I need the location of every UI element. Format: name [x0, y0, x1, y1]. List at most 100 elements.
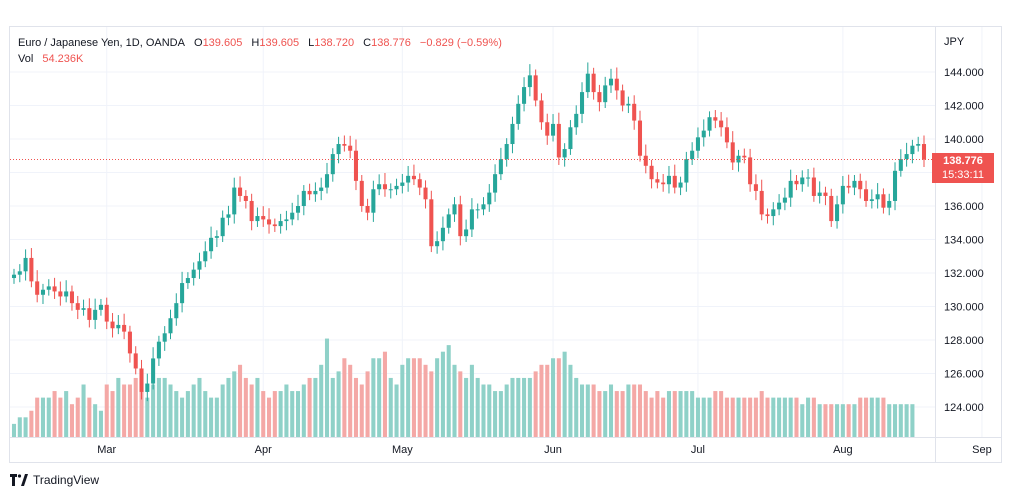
volume-bar	[840, 404, 845, 437]
volume-bar	[35, 397, 40, 437]
candle-body	[35, 281, 40, 295]
candle-body	[475, 209, 480, 211]
volume-bar	[458, 371, 463, 437]
price-tick-label: 126.000	[944, 369, 984, 381]
candle-body	[811, 177, 816, 196]
volume-bar	[742, 397, 747, 437]
brand-name: TradingView	[33, 473, 100, 487]
candle-body	[359, 180, 364, 206]
volume-bar	[440, 351, 445, 437]
candle-body	[388, 189, 393, 191]
candle-body	[846, 185, 851, 188]
volume-bar	[46, 397, 51, 437]
candle-body	[678, 182, 683, 188]
volume-bar	[730, 397, 735, 437]
candle-body	[649, 165, 654, 180]
volume-bar	[545, 364, 550, 437]
time-tick-label: Jun	[544, 444, 562, 456]
volume-bar	[701, 397, 706, 437]
volume-bar	[585, 384, 590, 437]
volume-bar	[475, 377, 480, 437]
volume-label[interactable]: Vol	[18, 53, 34, 65]
volume-bar	[156, 377, 161, 437]
candle-body	[64, 291, 69, 297]
volume-bar	[469, 364, 474, 437]
candle-body	[162, 333, 167, 342]
volume-bar	[267, 397, 272, 437]
volume-bar	[504, 384, 509, 437]
tradingview-brand[interactable]: TradingView	[10, 473, 99, 487]
volume-bar	[446, 345, 451, 437]
candle-body	[527, 75, 532, 88]
high-label: H	[251, 37, 260, 49]
volume-bar	[748, 397, 753, 437]
volume-bar	[220, 384, 225, 437]
volume-bar	[342, 358, 347, 437]
candle-body	[191, 269, 196, 279]
time-tick-label: Mar	[97, 444, 116, 456]
volume-bar	[249, 384, 254, 437]
symbol-description[interactable]: Euro / Japanese Yen, 1D, OANDA	[18, 37, 185, 49]
candle-body	[261, 216, 266, 220]
volume-bar	[336, 371, 341, 437]
volume-bar	[817, 404, 822, 437]
volume-bar	[632, 384, 637, 437]
candle-body	[742, 155, 747, 158]
candle-body	[551, 123, 556, 136]
candle-body	[174, 303, 179, 319]
candle-body	[464, 229, 469, 237]
last-price-tag: 138.776 15:33:11	[932, 153, 994, 183]
volume-bar	[736, 397, 741, 437]
candle-body	[713, 117, 718, 121]
candle-body	[794, 180, 799, 185]
volume-bar	[238, 364, 243, 437]
candle-body	[243, 195, 248, 201]
volume-value: 54.236K	[42, 53, 84, 65]
candle-body	[829, 195, 834, 222]
candle-body	[748, 157, 753, 185]
volume-bar	[661, 397, 666, 437]
candle-body	[139, 368, 144, 392]
candle-body	[765, 214, 770, 217]
volume-bar	[98, 410, 103, 437]
time-tick-label: Apr	[255, 444, 272, 456]
volume-bar	[348, 364, 353, 437]
volume-bar	[104, 384, 109, 437]
volume-bar	[307, 377, 312, 437]
candle-body	[284, 219, 289, 222]
candle-body	[226, 214, 231, 218]
volume-bar	[800, 404, 805, 437]
candle-body	[684, 159, 689, 183]
price-tick-label: 128.000	[944, 335, 984, 347]
volume-bar	[417, 358, 422, 437]
price-axis[interactable]: 144.000142.000140.000138.000136.000134.0…	[944, 67, 984, 414]
volume-bar	[759, 391, 764, 437]
volume-bar	[464, 377, 469, 437]
candle-body	[353, 150, 359, 181]
candle-body	[835, 204, 840, 222]
candle-body	[887, 200, 892, 208]
time-axis[interactable]: Mar Apr May Jun Jul Aug Sep	[97, 444, 991, 456]
currency-label: JPY	[944, 36, 965, 48]
volume-bar	[301, 384, 306, 437]
volume-bar	[272, 391, 277, 437]
candle-body	[330, 154, 335, 175]
volume-bar	[835, 404, 840, 437]
candle-body	[249, 200, 254, 222]
chart-frame	[9, 26, 1002, 463]
volume-bar	[295, 391, 301, 437]
volume-bar	[637, 384, 643, 437]
volume-bar	[191, 384, 196, 437]
candle-body	[487, 192, 492, 205]
candle-body	[806, 177, 811, 179]
candle-body	[75, 303, 80, 310]
candle-body	[342, 144, 347, 146]
candle-body	[116, 324, 121, 329]
candle-body	[562, 149, 567, 158]
volume-bar	[232, 371, 237, 437]
candle-body	[643, 155, 648, 166]
candle-body	[435, 241, 440, 247]
candle-body	[214, 236, 219, 238]
volume-bar	[359, 384, 364, 437]
